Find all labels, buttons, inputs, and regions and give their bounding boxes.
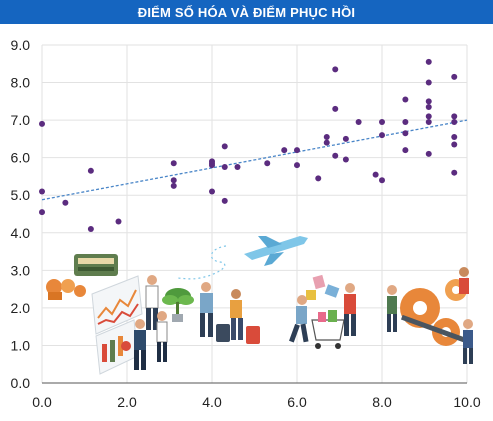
data-point [39,120,45,127]
data-point [87,226,94,233]
y-tick-label: 5.0 [11,187,31,203]
data-points [39,58,458,233]
y-tick-label: 7.0 [11,112,31,128]
data-point [379,132,385,139]
data-point [170,177,177,184]
data-point [451,141,458,148]
data-point [425,103,432,110]
data-point [294,162,300,169]
data-point [355,118,362,125]
decorative-illustration [46,236,473,375]
data-point [451,73,458,80]
trendline [41,119,468,201]
data-point [294,147,300,154]
data-point [402,96,409,103]
chart-title: ĐIỂM SỐ HÓA VÀ ĐIỂM PHỤC HỒI [0,0,493,24]
data-point [234,164,241,171]
gears-icon [387,267,473,364]
dashboard-chart-icon [91,275,143,375]
y-tick-label: 0.0 [11,375,31,391]
y-tick-label: 8.0 [11,75,31,91]
data-point [342,156,349,163]
y-tick-label: 4.0 [11,225,31,241]
data-point [425,58,432,65]
data-point [39,209,45,216]
data-point [451,118,458,125]
data-point [451,113,458,120]
x-tick-label: 4.0 [202,394,222,410]
data-point [87,167,94,174]
business-people-icon [134,275,168,370]
data-point [323,134,330,141]
data-point [332,66,339,73]
data-point [402,118,409,125]
data-point [379,177,385,184]
data-point [372,171,379,178]
y-tick-label: 9.0 [11,37,31,53]
travelers-icon [200,282,260,344]
data-point [342,135,349,142]
data-point [379,118,385,125]
data-point [451,134,458,141]
data-point [425,113,432,120]
y-tick-label: 6.0 [11,150,31,166]
money-stack-icon [46,254,118,300]
y-tick-labels: 0.0 1.0 2.0 3.0 4.0 5.0 6.0 7.0 8.0 9.0 [11,37,31,391]
x-tick-label: 6.0 [287,394,307,410]
data-point [170,160,177,167]
data-point [425,98,432,105]
data-point [315,175,322,182]
data-point [62,199,69,206]
x-tick-label: 2.0 [117,394,137,410]
data-point [115,218,122,225]
x-tick-label: 8.0 [372,394,392,410]
data-point [402,147,409,154]
x-tick-label: 0.0 [32,394,52,410]
data-point [332,152,339,159]
data-point [425,79,432,86]
data-point [402,130,409,137]
data-point [39,188,45,195]
data-point [209,188,215,195]
data-point [281,147,288,154]
scatter-chart: 0.0 1.0 2.0 3.0 4.0 5.0 6.0 7.0 8.0 9.0 0.0 2.0 4.0… [11,37,481,410]
airplane-icon [175,236,308,280]
data-point [264,160,271,167]
x-tick-label: 10.0 [453,394,480,410]
data-point [425,150,432,157]
data-point [323,139,330,146]
data-point [425,118,432,125]
data-point [221,143,228,150]
trendline-path [41,119,468,201]
data-point [221,197,228,204]
data-point [209,162,215,169]
y-tick-label: 3.0 [11,262,31,278]
x-tick-labels: 0.0 2.0 4.0 6.0 8.0 10.0 [32,394,481,410]
data-point [221,164,228,171]
potted-plant-icon [162,288,194,322]
data-point [332,105,339,112]
shopping-cart-icon [289,274,356,349]
y-tick-label: 2.0 [11,300,31,316]
data-point [170,182,177,189]
data-point [451,169,458,176]
y-tick-label: 1.0 [11,337,31,353]
